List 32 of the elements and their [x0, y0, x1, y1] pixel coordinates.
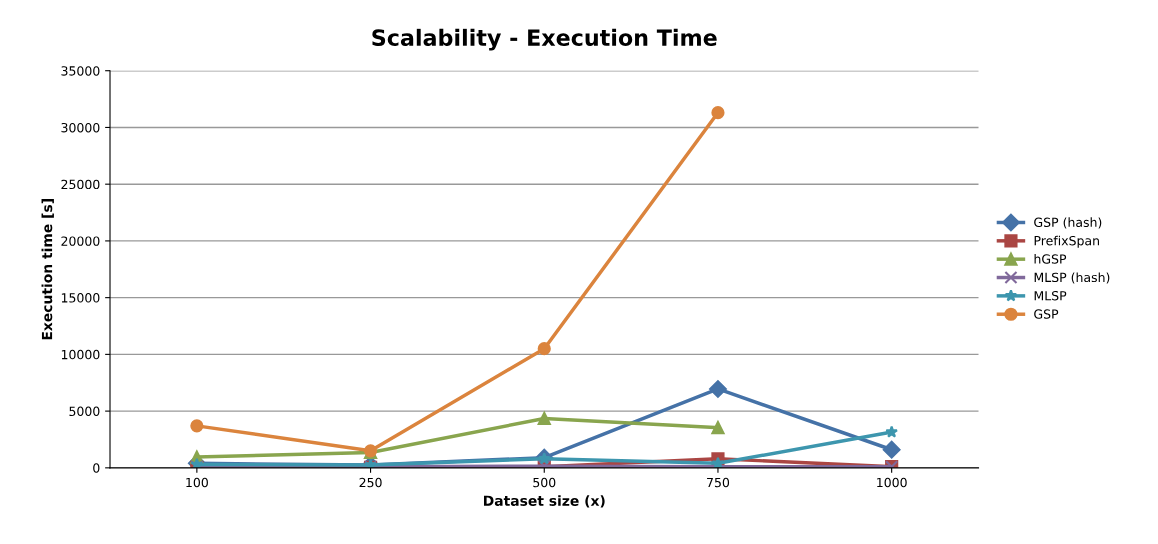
point — [537, 411, 551, 426]
legend-label: GSP (hash) — [1034, 217, 1102, 229]
x-tick-label: 500 — [533, 477, 556, 488]
x-tick-label: 1000 — [877, 477, 907, 488]
x-tick-label: 750 — [707, 477, 730, 488]
y-tick-label: 35000 — [61, 66, 100, 76]
y-tick-label: 25000 — [61, 179, 100, 190]
point — [537, 342, 551, 356]
y-axis-title: Execution time [s] — [41, 199, 54, 340]
point — [537, 452, 551, 465]
point — [885, 425, 898, 438]
legend-label: GSP — [1034, 309, 1059, 319]
legend-label: hGSP — [1034, 254, 1067, 264]
point — [711, 420, 725, 435]
x-axis-title: Dataset size (x) — [483, 495, 605, 508]
point — [709, 380, 727, 398]
y-tick-label: 30000 — [61, 122, 100, 133]
point — [711, 456, 725, 468]
y-tick-label: 15000 — [61, 293, 100, 303]
y-tick-label: 5000 — [69, 406, 100, 417]
y-tick-label: 20000 — [61, 236, 100, 246]
legend-label: MLSP — [1034, 290, 1067, 301]
x-tick-label: 100 — [186, 477, 208, 488]
point — [711, 106, 725, 120]
x-tick-label: 250 — [359, 477, 382, 488]
legend-label: MLSP (hash) — [1034, 272, 1110, 284]
point — [190, 419, 204, 433]
y-tick-label: 10000 — [61, 349, 100, 360]
point — [882, 440, 901, 459]
legend-label: PrefixSpan — [1034, 235, 1099, 248]
chart-title: Scalability - Execution Time — [372, 28, 717, 51]
y-tick-label: 0 — [93, 463, 100, 473]
